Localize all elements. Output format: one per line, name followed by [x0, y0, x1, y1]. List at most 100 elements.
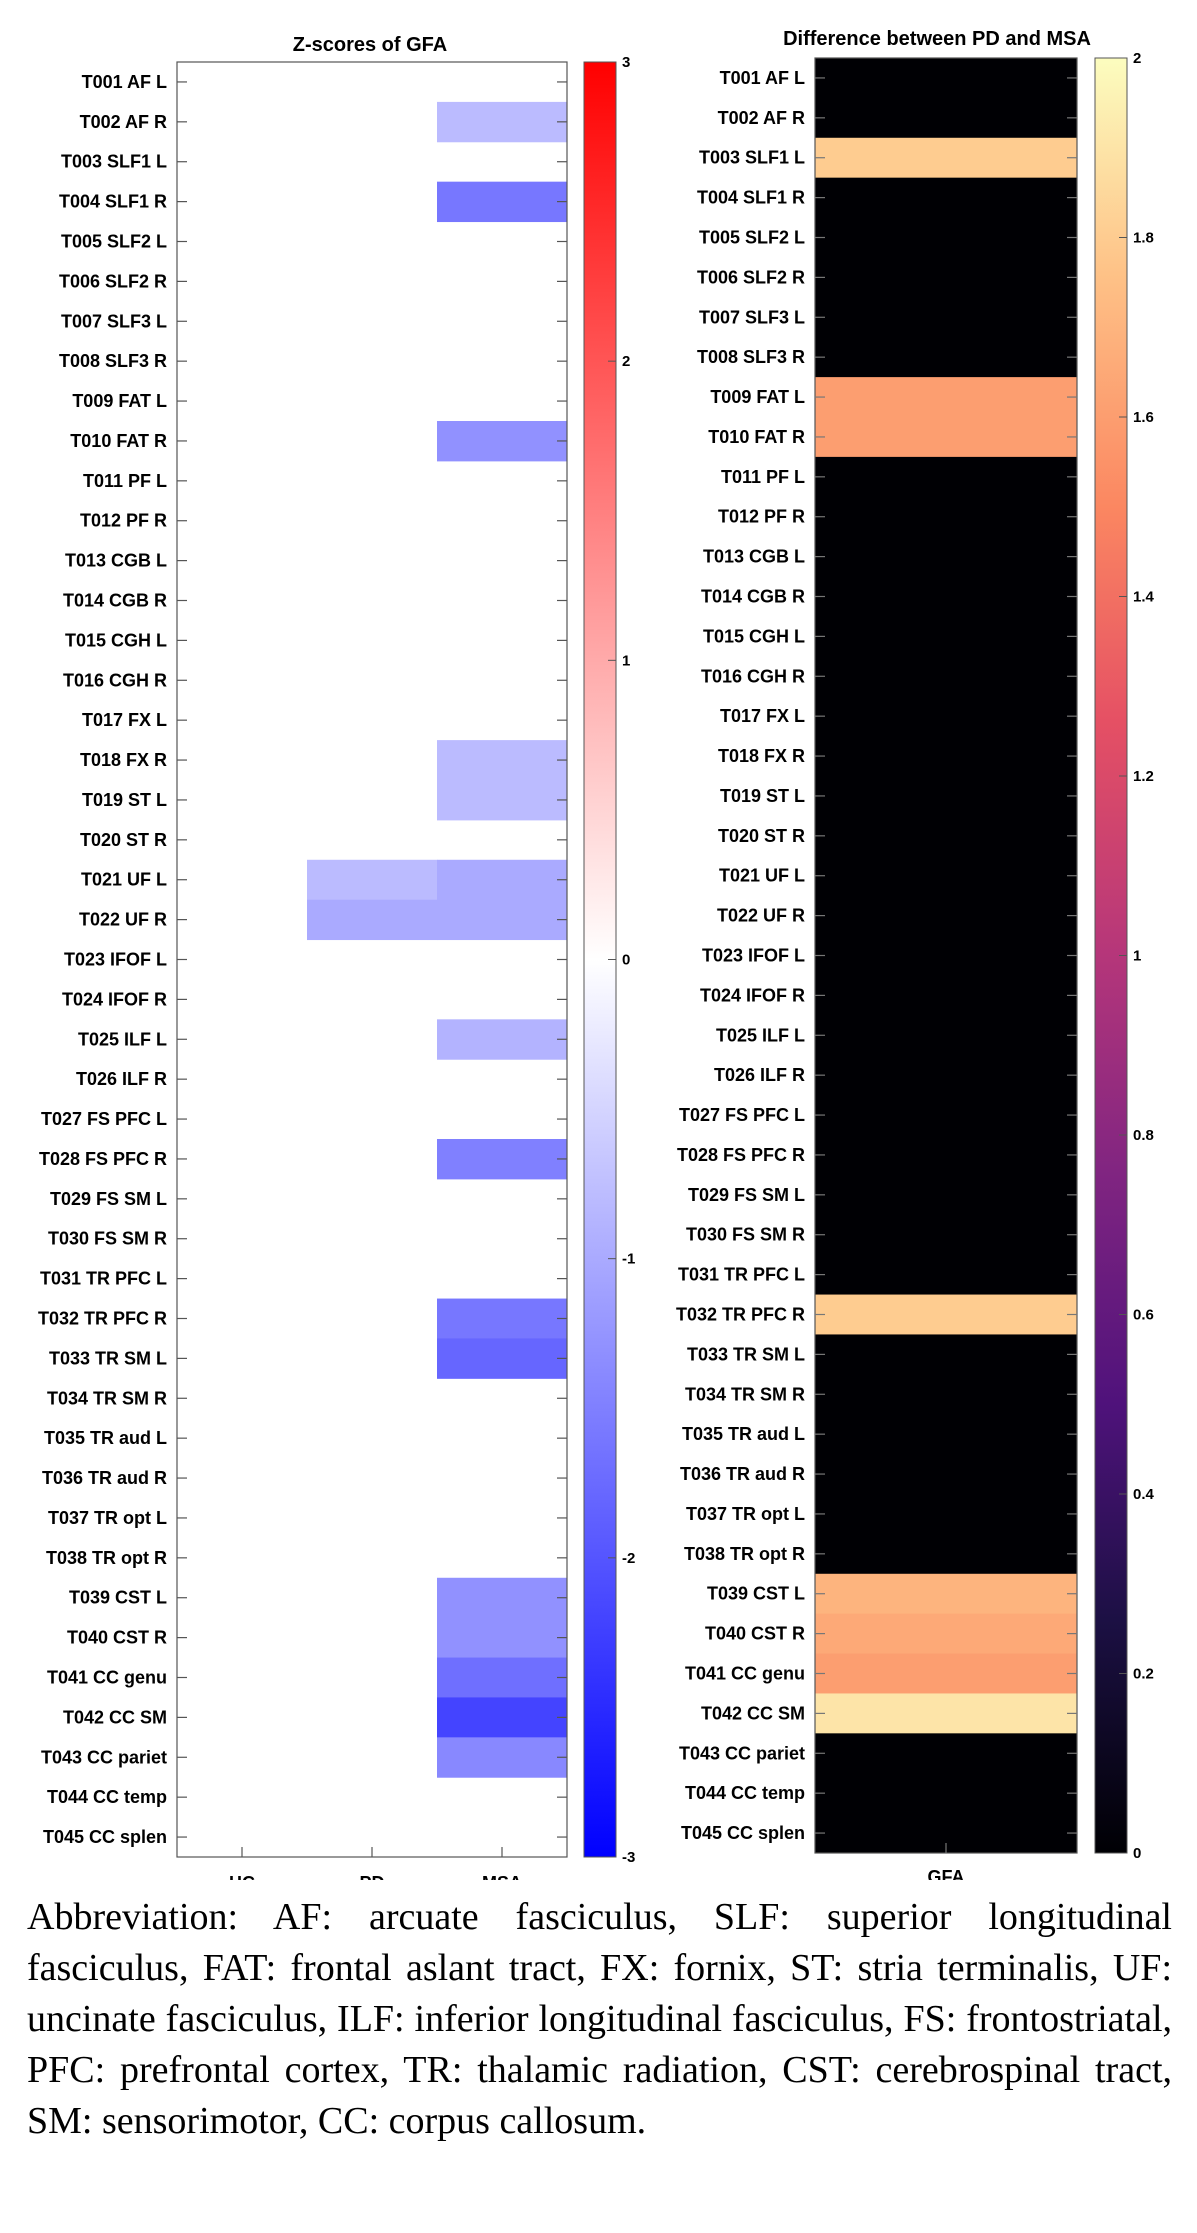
- difference-column-label: GFA: [927, 1867, 964, 1880]
- zscore-cells: [307, 101, 568, 1778]
- difference-row-label: T027 FS PFC L: [679, 1105, 805, 1125]
- difference-row-label: T035 TR aud L: [682, 1424, 805, 1444]
- zscore-colorbar-tick-label: 0: [622, 952, 630, 969]
- zscore-row-label: T043 CC pariet: [41, 1747, 167, 1767]
- difference-colorbar-tick-label: 1: [1133, 948, 1141, 965]
- difference-row-labels: T001 AF L T002 AF R T003 SLF1 L T004 SLF1 R…: [676, 68, 805, 1843]
- zscore-row-label: T042 CC SM: [63, 1707, 167, 1727]
- zscore-cell: [437, 859, 568, 901]
- zscore-column-label: PD: [359, 1873, 384, 1880]
- zscore-row-label: T003 SLF1 L: [61, 152, 167, 172]
- difference-cell: [815, 895, 1077, 937]
- zscore-colorbar: 3 2 1 0 -1 -2 -3: [583, 54, 635, 1866]
- difference-cell: [815, 1095, 1077, 1136]
- zscore-row-label: T005 SLF2 L: [61, 232, 167, 252]
- zscore-colorbar-tick-label: 3: [622, 54, 630, 71]
- difference-cell: [815, 1254, 1077, 1296]
- zscore-row-ticks: [177, 81, 567, 1838]
- difference-cell: [815, 217, 1077, 258]
- difference-row-label: T005 SLF2 L: [699, 228, 805, 248]
- zscore-row-label: T008 SLF3 R: [59, 351, 167, 371]
- difference-colorbar-tick-label: 1.4: [1133, 589, 1155, 606]
- difference-row-label: T018 FX R: [718, 746, 805, 766]
- zscore-column-labels: HC PD MSA: [229, 1847, 522, 1880]
- zscore-row-label: T044 CC temp: [47, 1787, 167, 1807]
- zscore-colorbar-tick-label: -3: [622, 1849, 635, 1866]
- zscore-cell: [437, 1617, 568, 1659]
- zscore-cell: [437, 1657, 568, 1698]
- zscore-row-label: T034 TR SM R: [47, 1388, 167, 1408]
- difference-row-label: T042 CC SM: [701, 1703, 805, 1723]
- difference-row-label: T026 ILF R: [714, 1065, 805, 1085]
- zscore-row-label: T001 AF L: [82, 72, 167, 92]
- zscore-cell: [437, 780, 568, 821]
- difference-colorbar-tick-label: 0.2: [1133, 1666, 1154, 1683]
- difference-cell: [815, 815, 1077, 857]
- difference-cell: [815, 1773, 1077, 1814]
- zscore-row-label: T010 FAT R: [70, 431, 167, 451]
- difference-cell: [815, 776, 1077, 817]
- zscore-row-label: T029 FS SM L: [50, 1189, 167, 1209]
- zscore-row-label: T045 CC splen: [43, 1827, 167, 1847]
- difference-row-label: T041 CC genu: [685, 1664, 805, 1684]
- zscore-row-label: T004 SLF1 R: [59, 192, 167, 212]
- difference-title: Difference between PD and MSA: [783, 28, 1091, 50]
- zscore-row-label: T024 IFOF R: [62, 989, 167, 1009]
- zscore-cell: [437, 1139, 568, 1180]
- zscore-column-label: HC: [229, 1873, 255, 1880]
- zscore-row-label: T012 PF R: [80, 511, 167, 531]
- difference-cell: [815, 1573, 1077, 1615]
- zscore-row-label: T009 FAT L: [72, 391, 167, 411]
- difference-row-label: T030 FS SM R: [686, 1225, 805, 1245]
- difference-colorbar-tick-label: 2: [1133, 50, 1141, 67]
- difference-row-label: T033 TR SM L: [687, 1344, 805, 1364]
- difference-row-label: T024 IFOF R: [700, 985, 805, 1005]
- difference-cell: [815, 1334, 1077, 1375]
- zscore-row-label: T026 ILF R: [76, 1069, 167, 1089]
- difference-cell: [815, 1055, 1077, 1096]
- difference-row-label: T016 CGH R: [701, 666, 805, 686]
- zscore-row-label: T028 FS PFC R: [39, 1149, 167, 1169]
- difference-cell: [815, 696, 1077, 737]
- zscore-row-label: T021 UF L: [81, 870, 167, 890]
- zscore-colorbar-tick-label: 1: [622, 652, 630, 669]
- difference-row-label: T031 TR PFC L: [678, 1265, 805, 1285]
- zscore-row-label: T022 UF R: [79, 910, 167, 930]
- zscore-row-label: T032 TR PFC R: [38, 1309, 167, 1329]
- zscore-cell: [307, 859, 438, 901]
- difference-row-label: T008 SLF3 R: [697, 347, 805, 367]
- difference-colorbar-tick-label: 0.6: [1133, 1307, 1154, 1324]
- difference-cells: [815, 58, 1077, 1854]
- difference-cell: [815, 1135, 1077, 1176]
- zscore-row-label: T020 ST R: [80, 830, 167, 850]
- zscore-row-label: T018 FX R: [80, 750, 167, 770]
- difference-colorbar-tick-label: 0: [1133, 1845, 1141, 1862]
- difference-row-label: T029 FS SM L: [688, 1185, 805, 1205]
- zscore-row-label: T037 TR opt L: [48, 1508, 167, 1528]
- zscore-cell: [437, 181, 568, 223]
- difference-cell: [815, 1533, 1077, 1575]
- difference-cell: [815, 975, 1077, 1016]
- zscore-column-label: MSA: [482, 1873, 522, 1880]
- difference-row-label: T028 FS PFC R: [677, 1145, 805, 1165]
- difference-cell: [815, 97, 1077, 139]
- difference-row-label: T023 IFOF L: [702, 946, 805, 966]
- difference-row-label: T020 ST R: [718, 826, 805, 846]
- figure: Z-scores of GFA T001 AF L T002 AF R T003 S…: [38, 28, 1155, 1880]
- difference-cell: [815, 58, 1077, 99]
- zscore-row-label: T027 FS PFC L: [41, 1109, 167, 1129]
- difference-row-label: T038 TR opt R: [684, 1544, 805, 1564]
- zscore-row-label: T019 ST L: [82, 790, 167, 810]
- difference-colorbar-ticks: 2 1.8 1.6 1.4 1.2 1 0.8 0.6 0.4 0.2 0: [1119, 50, 1155, 1862]
- zscore-row-labels: T001 AF L T002 AF R T003 SLF1 L T004 SLF1 R…: [38, 72, 167, 1847]
- difference-column-labels: GFA: [927, 1843, 965, 1880]
- zscore-row-label: T030 FS SM R: [48, 1229, 167, 1249]
- difference-row-label: T043 CC pariet: [679, 1743, 805, 1763]
- difference-row-label: T003 SLF1 L: [699, 148, 805, 168]
- difference-cell: [815, 417, 1077, 458]
- zscore-row-label: T013 CGB L: [65, 551, 167, 571]
- zscore-row-label: T007 SLF3 L: [61, 311, 167, 331]
- zscore-row-label: T040 CST R: [67, 1628, 167, 1648]
- difference-cell: [815, 1733, 1077, 1774]
- difference-cell: [815, 656, 1077, 697]
